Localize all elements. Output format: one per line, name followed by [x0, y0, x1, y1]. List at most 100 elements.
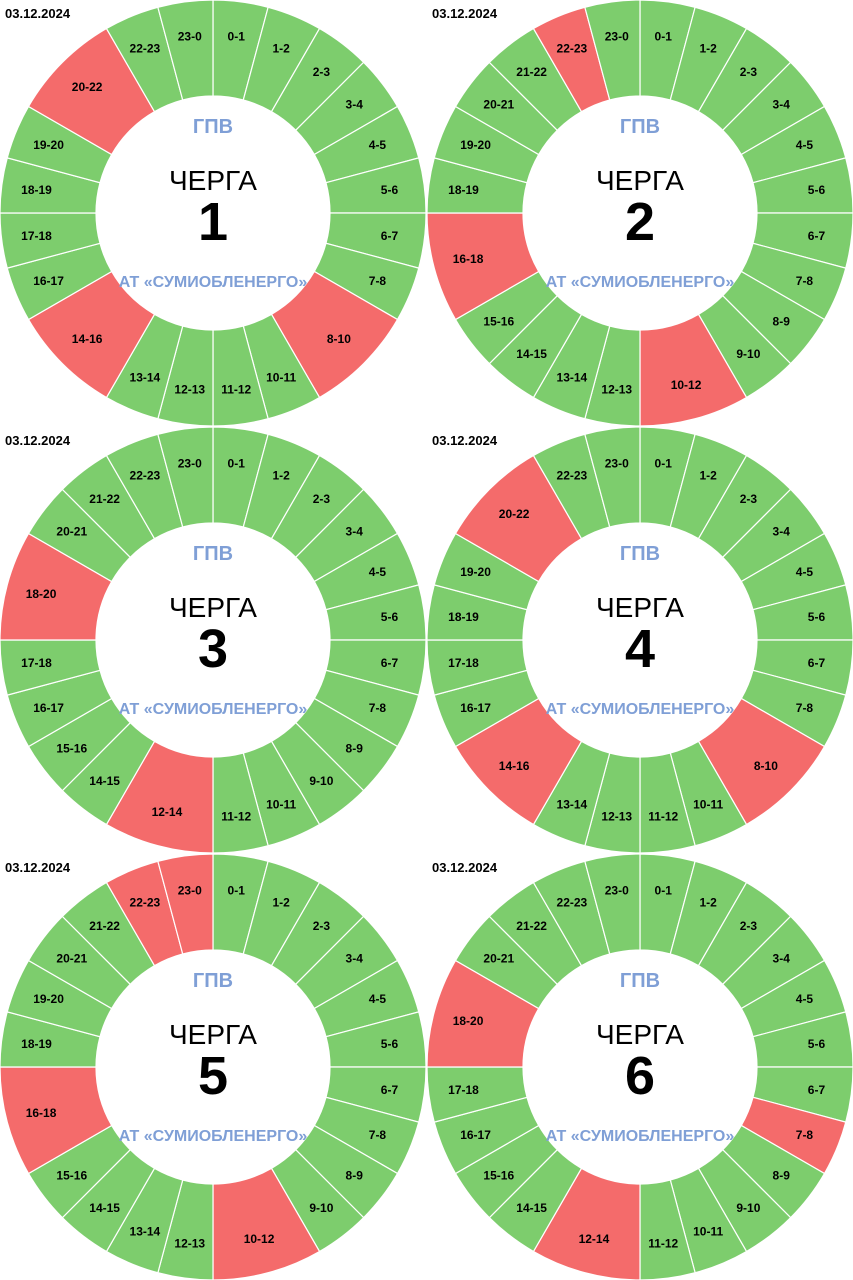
schedule-panel-6: 03.12.2024 0-1 1-2 2-3 3-4 4-5 5-6 6-7 7-8 8-9 9-… [427, 854, 853, 1280]
segment-label: 12-14 [152, 805, 183, 819]
segment-label: 16-17 [460, 1128, 491, 1142]
segment-label: 12-13 [601, 382, 632, 396]
queue-number: 1 [198, 192, 228, 252]
segment-label: 15-16 [56, 1168, 87, 1182]
segment-label: 4-5 [796, 992, 814, 1006]
queue-word: ЧЕРГА [596, 165, 684, 196]
segment-label: 1-2 [272, 469, 290, 483]
segment-label: 4-5 [369, 992, 387, 1006]
segment-label: 1-2 [699, 42, 717, 56]
segment-label: 11-12 [648, 1236, 678, 1250]
segment-label: 16-18 [453, 252, 484, 266]
segment-label: 13-14 [130, 1224, 161, 1238]
segment-label: 9-10 [736, 347, 760, 361]
power-segment [584, 427, 641, 528]
segment-label: 3-4 [773, 952, 791, 966]
segment-label: 13-14 [557, 797, 588, 811]
queue-number: 4 [625, 619, 655, 679]
segment-label: 4-5 [369, 138, 387, 152]
segment-label: 20-21 [483, 98, 514, 112]
segment-label: 1-2 [272, 42, 290, 56]
schedule-panel-5: 03.12.2024 0-1 1-2 2-3 3-4 4-5 5-6 6-7 7-8 8-9 9-… [0, 854, 426, 1280]
segment-label: 21-22 [516, 919, 547, 933]
gpv-label: ГПВ [620, 543, 660, 565]
segment-label: 13-14 [557, 370, 588, 384]
queue-number: 6 [625, 1046, 655, 1106]
segment-label: 16-17 [460, 701, 491, 715]
segment-label: 2-3 [313, 65, 331, 79]
segment-label: 5-6 [381, 183, 399, 197]
schedule-wheel: 0-11-22-33-44-55-66-77-88-1010-1111-1212… [427, 427, 853, 853]
company-label: АТ «СУМИОБЛЕНЕРГО» [546, 701, 735, 718]
segment-label: 21-22 [89, 919, 120, 933]
segment-label: 7-8 [796, 701, 814, 715]
segment-label: 19-20 [460, 138, 491, 152]
schedule-panel-2: 03.12.2024 0-1 1-2 2-3 3-4 4-5 5-6 6-7 7-8 8-9 9-… [427, 0, 853, 426]
segment-label: 22-23 [557, 42, 588, 56]
segment-label: 16-17 [33, 701, 64, 715]
segment-label: 2-3 [313, 919, 331, 933]
schedule-panel-1: 03.12.2024 0-1 1-2 2-3 3-4 4-5 5-6 6-7 7-8 8-10 1… [0, 0, 426, 426]
segment-label: 14-15 [89, 774, 120, 788]
segment-label: 18-20 [453, 1014, 484, 1028]
schedule-wheel: 0-1 1-2 2-3 3-4 4-5 5-6 6-7 7-8 8-9 9-10 10-11 11-1… [0, 427, 426, 853]
segment-label: 5-6 [808, 1037, 826, 1051]
schedule-panel-4: 03.12.2024 0-1 1-2 2-3 3-4 4-5 5-6 6-7 7-8 8-10 1… [427, 427, 853, 853]
segment-label: 0-1 [228, 457, 246, 471]
segment-label: 18-20 [26, 587, 57, 601]
segment-label: 3-4 [346, 525, 364, 539]
segment-label: 3-4 [346, 98, 364, 112]
date-label: 03.12.2024 [5, 860, 71, 875]
segment-label: 16-17 [33, 274, 64, 288]
segment-label: 1-2 [699, 896, 717, 910]
segment-label: 4-5 [796, 138, 814, 152]
company-label: АТ «СУМИОБЛЕНЕРГО» [119, 1128, 308, 1145]
queue-number: 2 [625, 192, 655, 252]
segment-label: 22-23 [557, 469, 588, 483]
segment-label: 23-0 [178, 884, 202, 898]
company-label: АТ «СУМИОБЛЕНЕРГО» [546, 1128, 735, 1145]
schedule-wheel: 0-1 1-2 2-3 3-4 4-5 5-6 6-7 7-8 8-9 9-10 10-11 11-1… [427, 854, 853, 1280]
segment-label: 11-12 [221, 382, 251, 396]
segment-label: 10-12 [671, 378, 702, 392]
segment-label: 6-7 [381, 1083, 399, 1097]
segment-label: 5-6 [808, 610, 826, 624]
segment-label: 22-23 [130, 469, 161, 483]
segment-label: 14-15 [516, 347, 547, 361]
segment-label: 10-12 [244, 1232, 275, 1246]
segment-label: 20-21 [56, 952, 87, 966]
queue-word: ЧЕРГА [169, 165, 257, 196]
segment-label: 15-16 [483, 314, 514, 328]
segment-label: 2-3 [313, 492, 331, 506]
schedule-wheel: 0-11-22-33-44-55-66-77-88-1010-1111-1212… [0, 0, 426, 426]
segment-label: 15-16 [483, 1168, 514, 1182]
segment-label: 8-9 [346, 741, 364, 755]
queue-word: ЧЕРГА [169, 1019, 257, 1050]
segment-label: 18-19 [448, 183, 479, 197]
schedule-panel-3: 03.12.2024 0-1 1-2 2-3 3-4 4-5 5-6 6-7 7-8 8-9 9-… [0, 427, 426, 853]
segment-label: 19-20 [33, 992, 64, 1006]
gpv-label: ГПВ [193, 543, 233, 565]
segment-label: 17-18 [448, 1083, 479, 1097]
segment-label: 8-9 [346, 1168, 364, 1182]
segment-label: 23-0 [178, 30, 202, 44]
schedule-wheel: 0-1 1-2 2-3 3-4 4-5 5-6 6-7 7-8 8-9 9-10 10-12 12-1… [427, 0, 853, 426]
gpv-label: ГПВ [193, 970, 233, 992]
segment-label: 12-13 [601, 809, 632, 823]
segment-label: 6-7 [808, 656, 826, 670]
segment-label: 0-1 [228, 30, 246, 44]
queue-word: ЧЕРГА [596, 1019, 684, 1050]
segment-label: 20-21 [483, 952, 514, 966]
segment-label: 1-2 [699, 469, 717, 483]
power-segment [584, 0, 641, 101]
segment-label: 7-8 [369, 274, 387, 288]
segment-label: 23-0 [605, 884, 629, 898]
date-label: 03.12.2024 [432, 433, 498, 448]
gpv-label: ГПВ [620, 970, 660, 992]
segment-label: 0-1 [655, 884, 673, 898]
segment-label: 0-1 [228, 884, 246, 898]
segment-label: 5-6 [381, 1037, 399, 1051]
segment-label: 17-18 [21, 656, 52, 670]
segment-label: 18-19 [448, 610, 479, 624]
segment-label: 23-0 [178, 457, 202, 471]
